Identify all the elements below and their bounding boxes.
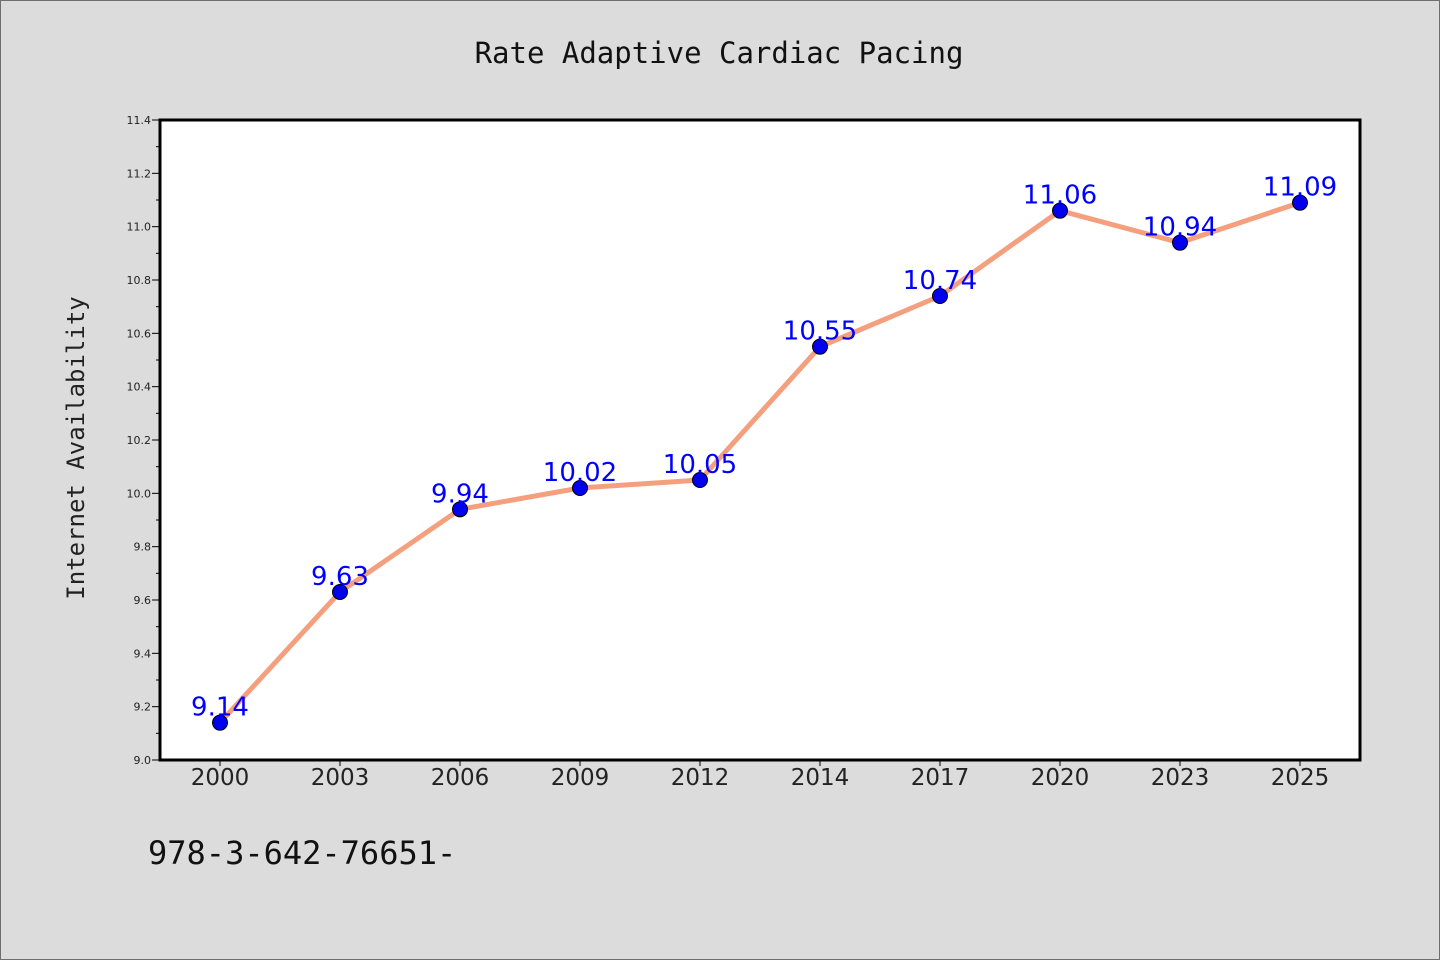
data-point	[812, 338, 828, 355]
x-tick-label: 2017	[911, 765, 970, 791]
x-tick-label: 2012	[671, 765, 730, 791]
x-axis-ticks: 2000 2003 2006 2009 2012 2014 2017 2020 2023 2025	[191, 760, 1330, 791]
data-label: 10.94	[1143, 213, 1217, 243]
data-label: 10.55	[783, 317, 857, 347]
x-tick-label: 2014	[791, 765, 850, 791]
x-tick-label: 2006	[431, 765, 490, 791]
data-label: 9.14	[191, 693, 249, 723]
y-tick-label: 9.8	[134, 541, 152, 554]
data-point	[332, 584, 348, 600]
data-label: 11.09	[1263, 173, 1337, 203]
y-tick-label: 10.2	[127, 434, 152, 447]
y-tick-label: 9.4	[134, 647, 152, 660]
data-point	[452, 501, 468, 518]
data-point	[212, 714, 228, 731]
data-label: 9.94	[431, 479, 489, 509]
x-tick-label: 2000	[191, 765, 250, 791]
data-labels-group: 9.14 9.63 9.94 10.02 10.05 10.55 10.74 11.06 10.…	[191, 173, 1337, 723]
data-label: 11.06	[1023, 181, 1097, 211]
x-tick-label: 2009	[551, 765, 610, 791]
data-point	[692, 472, 708, 488]
footer-code: 978-3-642-76651-	[148, 834, 456, 872]
chart-title: Rate Adaptive Cardiac Pacing	[475, 36, 964, 70]
data-label: 9.63	[311, 562, 369, 592]
series-line-group	[217, 200, 1303, 726]
y-tick-label: 11.4	[127, 114, 152, 127]
x-tick-label: 2020	[1031, 765, 1090, 791]
y-tick-label: 11.2	[127, 167, 152, 180]
markers-group	[212, 194, 1308, 731]
y-tick-label: 10.4	[127, 381, 152, 394]
data-point	[572, 480, 588, 496]
data-label: 10.05	[663, 450, 737, 480]
x-tick-label: 2025	[1271, 765, 1330, 791]
data-point	[1292, 194, 1308, 211]
data-point	[1052, 202, 1068, 219]
data-label: 10.02	[543, 458, 617, 488]
y-tick-label: 10.0	[127, 487, 152, 500]
x-tick-label: 2003	[311, 765, 370, 791]
y-axis-label: Internet Availability	[62, 296, 90, 599]
y-tick-label: 9.6	[134, 594, 152, 607]
series-line	[217, 200, 1303, 726]
y-tick-label: 10.8	[127, 274, 152, 287]
y-tick-label: 9.0	[134, 754, 152, 767]
y-tick-label: 10.6	[127, 327, 152, 340]
data-label: 10.74	[903, 266, 977, 296]
data-point	[932, 288, 948, 304]
y-tick-label: 9.2	[134, 701, 152, 714]
y-tick-label: 11.0	[127, 221, 152, 234]
plot-area	[158, 118, 1362, 762]
data-point	[1172, 234, 1188, 251]
x-tick-label: 2023	[1151, 765, 1210, 791]
y-axis-ticks: 9.0 9.2 9.4 9.6 9.8 10.0 10.2 10.4 10.6 10.8 11.0 1…	[127, 114, 160, 767]
